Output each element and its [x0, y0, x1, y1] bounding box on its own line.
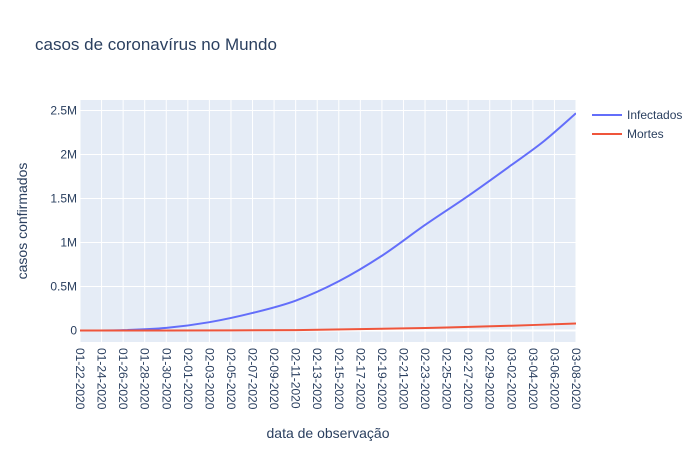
x-tick-label: 02-13-2020	[310, 348, 324, 410]
series-line-mortes	[80, 322, 576, 332]
x-tick-label: 02-15-2020	[332, 348, 346, 410]
x-tick-label: 03-04-2020	[526, 348, 540, 410]
plot-background	[80, 100, 576, 342]
legend-label: Infectados	[627, 108, 682, 122]
x-tick-label: 02-19-2020	[375, 348, 389, 410]
x-tick-label: 02-11-2020	[289, 348, 303, 409]
x-tick-label: 02-23-2020	[418, 348, 432, 410]
x-tick-label: 03-02-2020	[504, 348, 518, 410]
x-tick-label: 02-27-2020	[461, 348, 475, 410]
x-tick-label: 01-24-2020	[95, 348, 109, 410]
legend-item-infectados[interactable]: Infectados	[592, 108, 682, 122]
chart-title: casos de coronavírus no Mundo	[35, 35, 277, 54]
x-tick-label: 02-29-2020	[483, 348, 497, 410]
x-axis-title: data de observação	[267, 425, 390, 441]
x-tick-label: 02-03-2020	[202, 348, 216, 410]
y-tick-label: 1M	[60, 236, 77, 250]
series-layer	[80, 112, 576, 332]
y-axis-title: casos confirmados	[14, 163, 30, 280]
x-tick-label: 02-01-2020	[181, 348, 195, 410]
x-tick-label: 02-25-2020	[440, 348, 454, 410]
x-tick-label: 02-21-2020	[396, 348, 410, 410]
legend-item-mortes[interactable]: Mortes	[592, 127, 664, 141]
x-tick-label: 03-08-2020	[569, 348, 583, 410]
x-tick-label: 02-09-2020	[267, 348, 281, 410]
x-tick-label: 01-22-2020	[73, 348, 87, 410]
y-tick-label: 0.5M	[50, 280, 77, 294]
legend[interactable]: Infectados Mortes	[592, 108, 682, 141]
x-tick-label: 02-17-2020	[353, 348, 367, 410]
y-tick-label: 0	[70, 324, 77, 338]
y-tick-label: 1.5M	[50, 192, 77, 206]
legend-label: Mortes	[627, 127, 664, 141]
series-line-infectados	[80, 112, 576, 332]
x-axis-ticks: 01-22-2020 01-24-2020 01-26-2020 01-28-2020…	[73, 348, 583, 410]
x-tick-label: 02-05-2020	[224, 348, 238, 410]
x-tick-label: 03-06-2020	[547, 348, 561, 410]
x-tick-label: 02-07-2020	[246, 348, 260, 410]
x-tick-label: 01-28-2020	[138, 348, 152, 410]
y-tick-label: 2M	[60, 148, 77, 162]
y-axis-ticks: 0 0.5M 1M 1.5M 2M 2.5M	[50, 104, 77, 338]
y-tick-label: 2.5M	[50, 104, 77, 118]
x-tick-label: 01-26-2020	[116, 348, 130, 410]
x-tick-label: 01-30-2020	[159, 348, 173, 410]
